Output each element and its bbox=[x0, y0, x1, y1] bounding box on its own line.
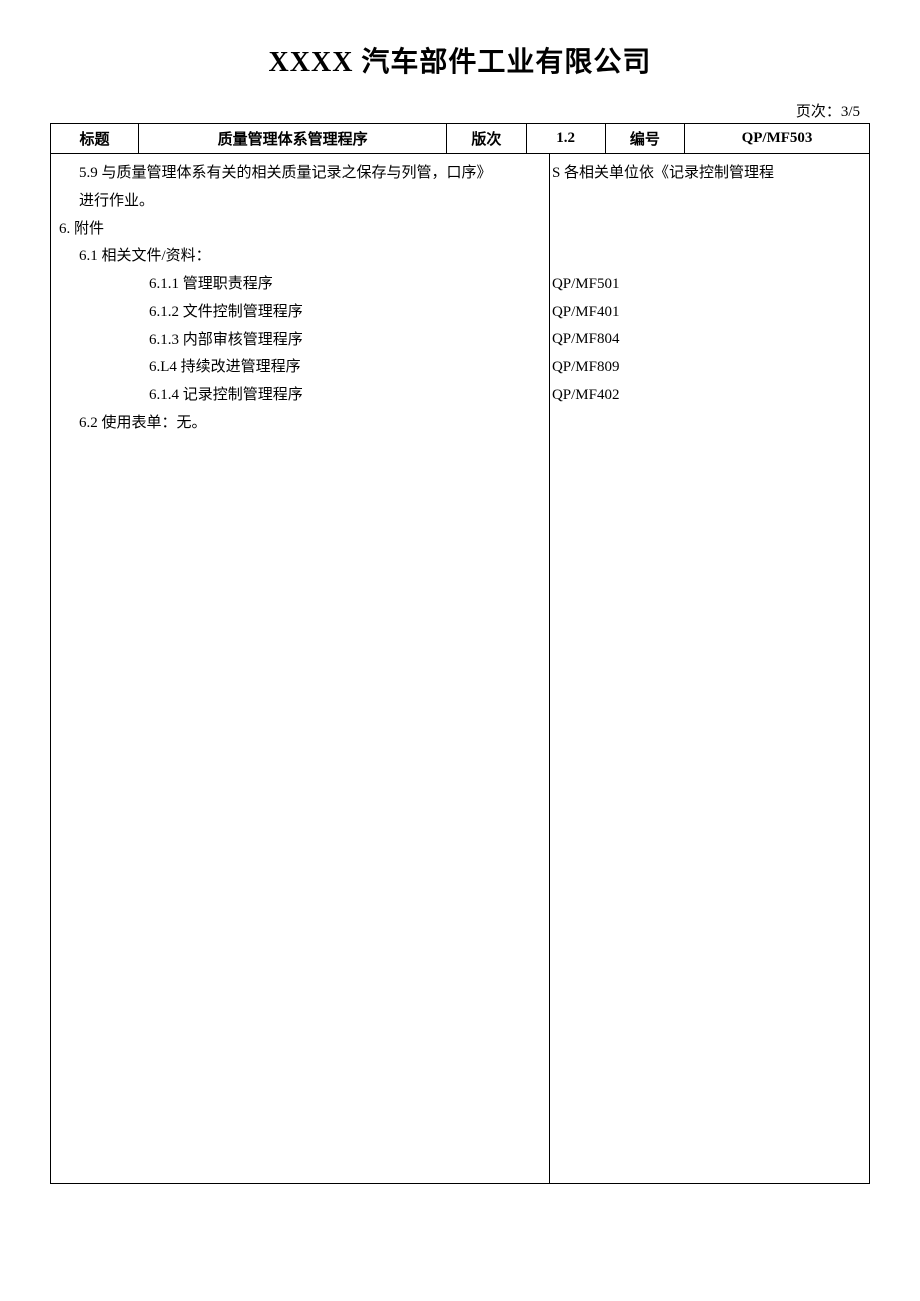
header-col5-label: 编号 bbox=[605, 124, 684, 154]
body-section-6: 6. 附件 bbox=[59, 216, 541, 244]
content-right-column: S 各相关单位依《记录控制管理程 QP/MF501 QP/MF401 QP/MF… bbox=[550, 154, 869, 1183]
doc-code-4: QP/MF809 bbox=[552, 354, 865, 382]
body-line-5-9: 5.9 与质量管理体系有关的相关质量记录之保存与列管，口序》 bbox=[59, 160, 541, 188]
body-section-6-1: 6.1 相关文件/资料： bbox=[59, 243, 541, 271]
right-codes-block: QP/MF501 QP/MF401 QP/MF804 QP/MF809 QP/M… bbox=[552, 188, 865, 410]
doc-code-5: QP/MF402 bbox=[552, 382, 865, 410]
body-section-6-2: 6.2 使用表单：无。 bbox=[59, 410, 541, 438]
body-item-6-1-1: 6.1.1 管理职责程序 bbox=[59, 271, 541, 299]
body-item-6-1-4: 6.1.4 记录控制管理程序 bbox=[59, 382, 541, 410]
body-item-6-l4: 6.L4 持续改进管理程序 bbox=[59, 354, 541, 382]
body-line-5-9-cont: 进行作业。 bbox=[59, 188, 541, 216]
doc-code-2: QP/MF401 bbox=[552, 299, 865, 327]
right-top-text: S 各相关单位依《记录控制管理程 bbox=[552, 160, 865, 188]
header-col2-value: 质量管理体系管理程序 bbox=[139, 124, 447, 154]
doc-code-3: QP/MF804 bbox=[552, 326, 865, 354]
header-col1-label: 标题 bbox=[51, 124, 139, 154]
header-col4-value: 1.2 bbox=[526, 124, 605, 154]
header-table: 标题 质量管理体系管理程序 版次 1.2 编号 QP/MF503 bbox=[50, 123, 870, 154]
body-item-6-1-3: 6.1.3 内部审核管理程序 bbox=[59, 327, 541, 355]
content-body: 5.9 与质量管理体系有关的相关质量记录之保存与列管，口序》 进行作业。 6. … bbox=[50, 154, 870, 1184]
content-left-column: 5.9 与质量管理体系有关的相关质量记录之保存与列管，口序》 进行作业。 6. … bbox=[51, 154, 550, 1183]
page-number: 页次：3/5 bbox=[50, 100, 870, 121]
header-col6-value: QP/MF503 bbox=[685, 124, 870, 154]
company-title: XXXX 汽车部件工业有限公司 bbox=[50, 40, 870, 80]
header-col3-label: 版次 bbox=[447, 124, 526, 154]
doc-code-1: QP/MF501 bbox=[552, 271, 865, 299]
body-item-6-1-2: 6.1.2 文件控制管理程序 bbox=[59, 299, 541, 327]
